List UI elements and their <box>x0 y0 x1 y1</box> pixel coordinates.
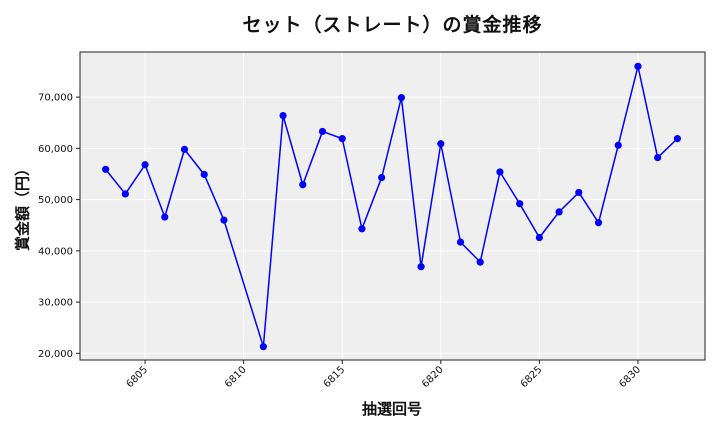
data-point-marker <box>516 200 524 208</box>
data-point-marker <box>259 343 267 351</box>
data-point-marker <box>476 258 484 266</box>
x-axis-label: 抽選回号 <box>361 400 423 418</box>
data-point-marker <box>555 208 563 216</box>
y-tick-label: 30,000 <box>38 298 73 309</box>
data-point-marker <box>141 161 149 169</box>
y-tick-label: 40,000 <box>38 246 73 257</box>
data-point-marker <box>614 141 622 149</box>
plot-frame <box>79 51 706 361</box>
x-tick-label: 6830 <box>617 364 643 390</box>
data-point-marker <box>634 62 642 70</box>
data-point-marker <box>456 238 465 246</box>
data-point-marker <box>358 225 366 233</box>
y-axis-ticks: 20,000 30,000 40,000 50,000 60,000 70,000 <box>38 93 80 360</box>
chart-title: セット（ストレート）の賞金推移 <box>242 14 543 36</box>
data-point-marker <box>673 135 681 143</box>
x-axis-ticks: 6805 6810 6815 6820 6825 6830 <box>124 360 643 390</box>
data-point-marker <box>496 168 504 176</box>
data-point-marker <box>121 190 129 198</box>
data-point-marker <box>318 127 327 136</box>
data-point-marker <box>397 94 405 102</box>
x-tick-label: 6825 <box>519 364 545 390</box>
data-point-marker <box>654 153 662 162</box>
data-point-marker <box>220 216 228 224</box>
data-point-marker <box>437 140 445 148</box>
y-tick-label: 50,000 <box>38 195 73 206</box>
data-point-marker <box>535 233 543 242</box>
x-tick-label: 6810 <box>223 364 249 390</box>
grid-lines <box>80 52 705 360</box>
data-series <box>102 62 681 351</box>
data-point-marker <box>417 263 425 271</box>
data-point-marker <box>180 145 189 153</box>
plot-area <box>80 52 705 360</box>
data-point-marker <box>378 173 386 182</box>
data-point-marker <box>575 188 583 197</box>
data-point-marker <box>200 170 208 179</box>
data-point-marker <box>279 111 287 120</box>
x-tick-label: 6820 <box>420 364 446 390</box>
y-tick-label: 70,000 <box>38 93 73 104</box>
y-tick-label: 20,000 <box>38 349 73 360</box>
data-point-marker <box>338 135 346 143</box>
data-point-marker <box>161 213 169 221</box>
x-tick-label: 6815 <box>322 364 348 390</box>
data-point-marker <box>299 181 307 189</box>
data-point-marker <box>102 165 110 173</box>
x-tick-label: 6805 <box>124 364 150 390</box>
y-tick-label: 60,000 <box>38 144 73 155</box>
data-point-marker <box>594 219 603 227</box>
